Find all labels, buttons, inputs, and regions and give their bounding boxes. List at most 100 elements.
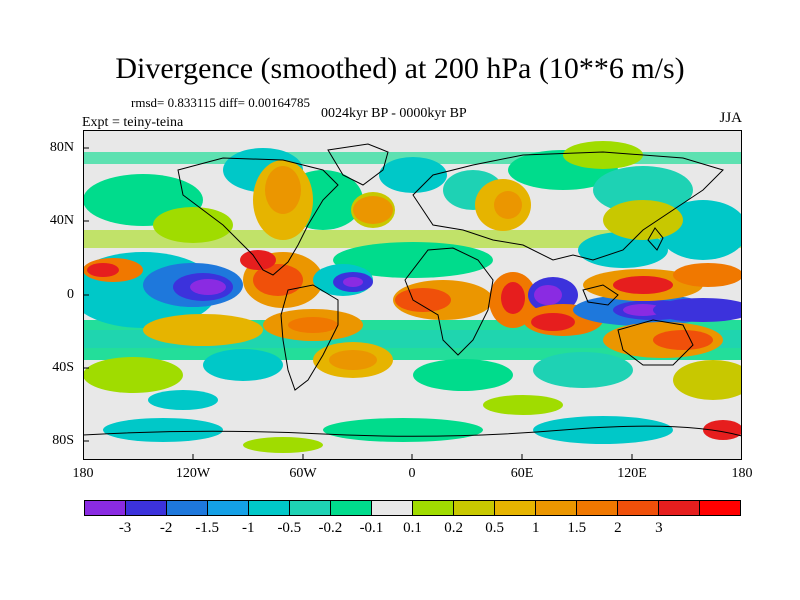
plot-title: Divergence (smoothed) at 200 hPa (10**6 … (115, 52, 685, 85)
rmsd-stats: rmsd= 0.833115 diff= 0.00164785 (131, 95, 310, 110)
field-patch (353, 196, 393, 224)
colorbar-box (659, 501, 700, 515)
field-patch (413, 359, 513, 391)
field-patch (333, 242, 493, 278)
field-patch (483, 395, 563, 415)
coast-south-america (280, 284, 339, 391)
lon-label-0: 0 (408, 466, 416, 481)
field-patch (343, 277, 363, 287)
colorbar-box (536, 501, 577, 515)
colorbar-label: -0.5 (277, 520, 302, 536)
colorbar-box (290, 501, 331, 515)
field-patch (190, 279, 226, 295)
colorbar-box (577, 501, 618, 515)
colorbar-box (372, 501, 413, 515)
coast-africa (404, 247, 494, 356)
coastlines (83, 143, 742, 437)
colorbar-box (700, 501, 740, 515)
colorbar-label: -2 (159, 520, 173, 536)
field-patch (395, 288, 451, 312)
field-patch (288, 317, 338, 333)
field-patch (265, 166, 301, 214)
lon-label-120w: 120W (175, 466, 211, 481)
season-label: JJA (719, 110, 742, 126)
lat-label-40n: 40N (49, 213, 74, 228)
lat-label-0: 0 (67, 287, 74, 302)
coast-japan (647, 227, 664, 251)
field-patch (613, 276, 673, 294)
lon-label-60e: 60E (510, 466, 534, 481)
field-patch (87, 263, 119, 277)
field-patch (103, 418, 223, 442)
colorbar-box (454, 501, 495, 515)
lat-label-80s: 80S (52, 433, 74, 448)
colorbar-label: -3 (118, 520, 132, 536)
colorbar-box (618, 501, 659, 515)
field-patch (501, 282, 525, 314)
field-patch (203, 349, 283, 381)
colorbar-box (208, 501, 249, 515)
field-patch (240, 250, 276, 270)
field-patch (143, 314, 263, 346)
colorbar-label: -0.1 (359, 520, 384, 536)
lon-label-180e: 180 (731, 466, 753, 481)
field-patch (653, 298, 742, 322)
colorbar-label: -1 (242, 520, 255, 536)
lon-label-120e: 120E (617, 466, 647, 481)
field-patch (603, 200, 683, 240)
field-patch (253, 264, 303, 296)
lon-label-180w: 180 (72, 466, 94, 481)
field-patch (533, 352, 633, 388)
colorbar-label: 1 (531, 520, 540, 536)
field-patch (494, 191, 522, 219)
field-patch (593, 166, 693, 214)
colorbar-box (249, 501, 290, 515)
colorbar (84, 500, 741, 516)
coast-australia (617, 319, 694, 366)
field-patch (534, 285, 562, 305)
field-patch (153, 207, 233, 243)
field-patch (243, 437, 323, 453)
field-patch (703, 420, 742, 440)
field-patch (148, 390, 218, 410)
map-canvas (83, 130, 742, 460)
coast-eurasia (412, 151, 724, 261)
colorbar-label: 1.5 (567, 520, 587, 536)
colorbar-label: -1.5 (195, 520, 220, 536)
colorbar-label: -0.2 (318, 520, 343, 536)
coast-greenland (327, 143, 389, 186)
colorbar-label: 0.2 (444, 520, 463, 536)
axis-ticks (83, 147, 633, 460)
field-patch (623, 304, 663, 316)
field-patch (531, 313, 575, 331)
field-patch (83, 357, 183, 393)
coast-indonesia (582, 284, 619, 306)
colorbar-box (331, 501, 372, 515)
field-band (83, 230, 742, 248)
lon-label-60w: 60W (289, 466, 317, 481)
lat-label-40s: 40S (52, 360, 74, 375)
field-patch (329, 350, 377, 370)
coast-north-america (177, 157, 339, 276)
coast-antarctica (83, 425, 742, 437)
divergence-map (83, 130, 742, 460)
colorbar-box (167, 501, 208, 515)
colorbar-box (413, 501, 454, 515)
colorbar-box (85, 501, 126, 515)
colorbar-box (126, 501, 167, 515)
field-patch (379, 157, 447, 193)
time-range-subtitle: 0024kyr BP - 0000kyr BP (321, 106, 467, 121)
field-patch (673, 263, 742, 287)
field-patch (653, 330, 713, 350)
experiment-label: Expt = teiny-teina (82, 115, 184, 130)
field-patch (533, 416, 673, 444)
field-patch (563, 141, 643, 169)
lat-label-80n: 80N (49, 140, 74, 155)
field-patch (673, 360, 742, 400)
field-patch (323, 418, 483, 442)
colorbar-label: 0.5 (485, 520, 504, 536)
colorbar-label: 3 (655, 520, 663, 536)
colorbar-box (495, 501, 536, 515)
colorbar-label: 2 (614, 520, 622, 536)
colorbar-label: 0.1 (403, 520, 422, 536)
